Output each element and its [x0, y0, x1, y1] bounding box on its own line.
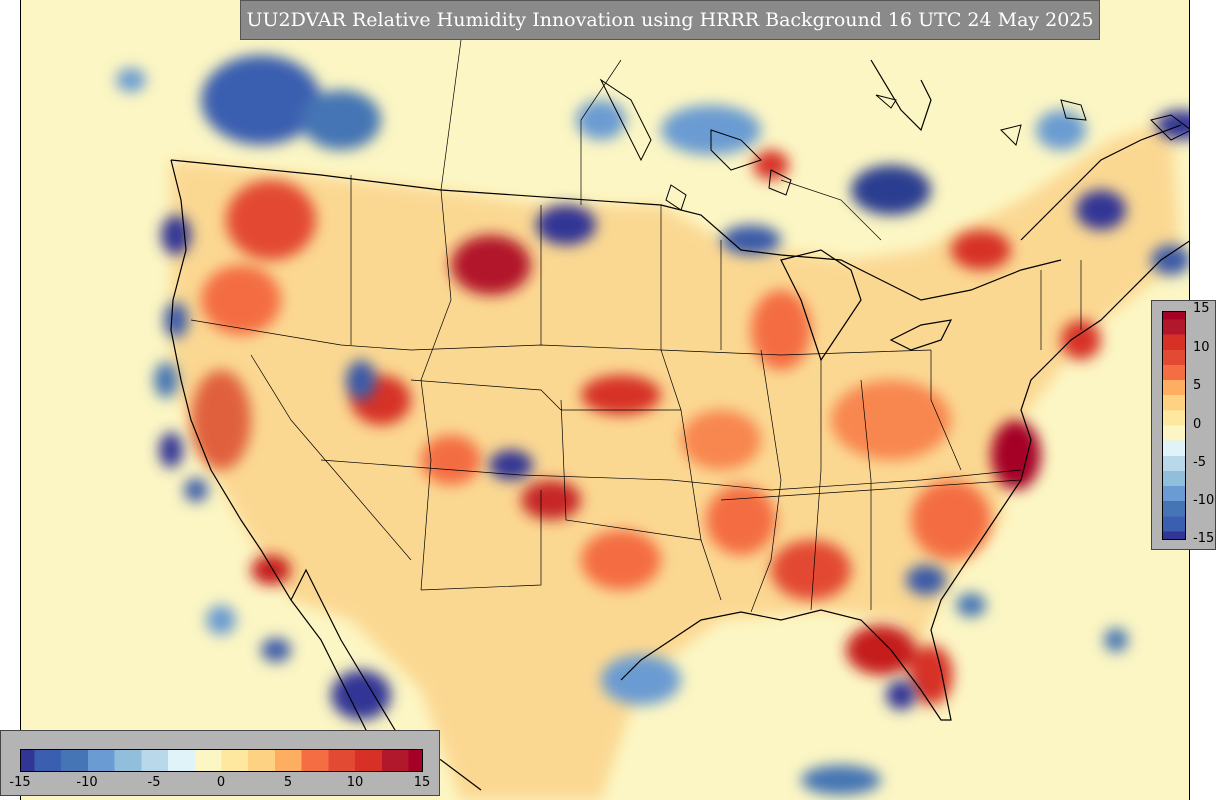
humidity-innovation-map: [116, 39, 1189, 800]
gulf-coast: [620, 569, 962, 721]
colorbar-horizontal: -15 -10 -5 0 5 10 15: [0, 730, 440, 796]
colorbar-horizontal-tick: 5: [283, 775, 293, 790]
land-base-field: [171, 120, 1181, 800]
colorbar-horizontal-tick: 0: [216, 775, 226, 790]
colorbar-horizontal-gradient: [20, 749, 423, 772]
st-lawrence: [1020, 124, 1182, 241]
colorbar-vertical-tick: 10: [1193, 340, 1210, 355]
colorbar-horizontal-tick: 15: [413, 775, 431, 790]
negative-innovation-areas: [116, 55, 1189, 795]
colorbar-vertical-tick: -5: [1193, 455, 1206, 470]
colorbar-vertical-tick: 0: [1193, 417, 1202, 432]
colorbar-vertical: 15 10 5 0 -5 -10 -15: [1151, 300, 1216, 550]
east-coast: [960, 240, 1189, 571]
baja-peninsula: [290, 568, 402, 741]
colorbar-horizontal-tick: -15: [9, 775, 31, 790]
map-panel: [20, 0, 1190, 800]
colorbar-vertical-gradient: [1162, 311, 1186, 540]
state-borders: [190, 39, 1082, 613]
colorbar-horizontal-tick: -5: [147, 775, 161, 790]
colorbar-horizontal-tick: -10: [76, 775, 98, 790]
colorbar-vertical-tick: -15: [1193, 531, 1215, 546]
positive-innovation-areas: [191, 150, 1101, 705]
great-lakes: [780, 249, 862, 362]
colorbar-vertical-tick: 15: [1193, 301, 1210, 316]
canadian-lakes: [599, 78, 1189, 211]
map-title: UU2DVAR Relative Humidity Innovation usi…: [240, 0, 1100, 40]
lake-erie: [889, 319, 953, 351]
colorbar-horizontal-tick: 10: [346, 775, 364, 790]
hudson-bay: [870, 59, 932, 132]
west-coast: [170, 159, 382, 761]
colorbar-vertical-tick: -10: [1193, 493, 1215, 508]
colorbar-vertical-tick: 5: [1193, 378, 1202, 393]
